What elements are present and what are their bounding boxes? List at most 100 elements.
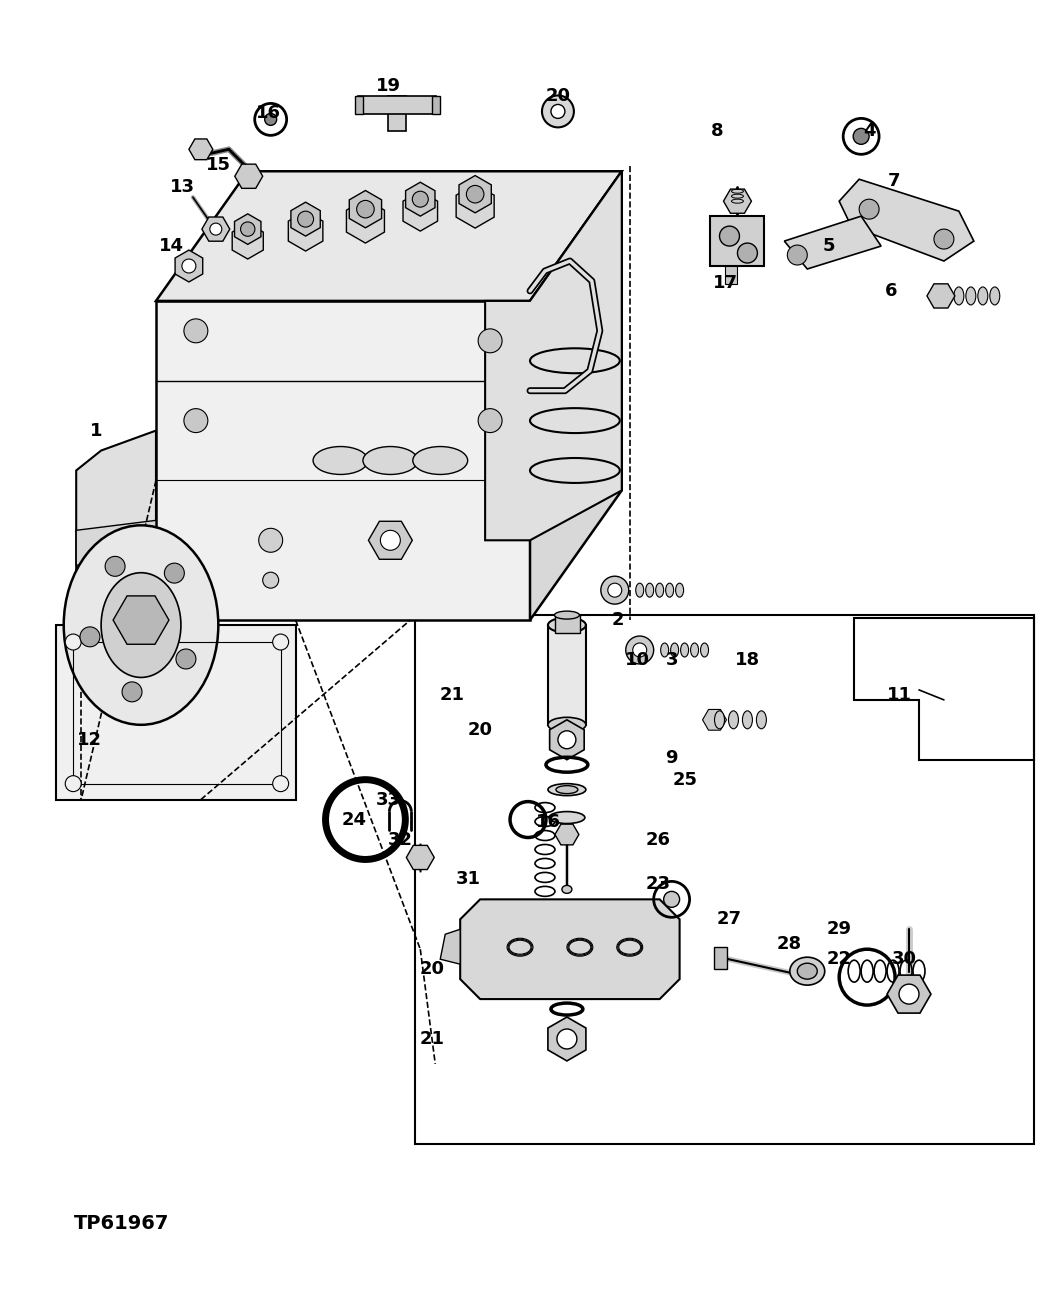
- Ellipse shape: [548, 617, 586, 633]
- Text: 1: 1: [90, 422, 102, 440]
- Polygon shape: [927, 284, 955, 309]
- Circle shape: [853, 129, 869, 145]
- Circle shape: [933, 229, 954, 249]
- Ellipse shape: [670, 643, 679, 658]
- Bar: [432, 96, 441, 115]
- Circle shape: [259, 529, 282, 552]
- Polygon shape: [235, 164, 262, 189]
- Text: 11: 11: [887, 686, 911, 704]
- Bar: [548, 625, 586, 725]
- Circle shape: [165, 564, 185, 583]
- Text: 10: 10: [626, 651, 650, 669]
- Polygon shape: [550, 720, 584, 759]
- Polygon shape: [369, 521, 412, 560]
- Polygon shape: [156, 301, 530, 620]
- Ellipse shape: [661, 643, 669, 658]
- Circle shape: [478, 329, 502, 353]
- Bar: [415, 615, 1033, 1143]
- Circle shape: [273, 634, 289, 650]
- Ellipse shape: [954, 286, 964, 305]
- Polygon shape: [156, 172, 621, 301]
- Ellipse shape: [363, 447, 417, 474]
- Polygon shape: [291, 202, 321, 236]
- Bar: [555, 615, 580, 633]
- Polygon shape: [887, 975, 931, 1013]
- Polygon shape: [548, 1017, 586, 1061]
- Circle shape: [122, 682, 142, 702]
- Text: 13: 13: [170, 178, 195, 197]
- Circle shape: [262, 572, 278, 589]
- Circle shape: [357, 201, 374, 217]
- Bar: [359, 96, 436, 115]
- Ellipse shape: [101, 573, 181, 677]
- Ellipse shape: [555, 785, 578, 794]
- Circle shape: [626, 637, 654, 664]
- Text: 12: 12: [76, 730, 102, 749]
- Circle shape: [607, 583, 621, 598]
- Ellipse shape: [554, 611, 580, 618]
- Polygon shape: [530, 172, 621, 620]
- Bar: [709, 216, 765, 266]
- Ellipse shape: [548, 784, 586, 796]
- Circle shape: [105, 556, 125, 577]
- Ellipse shape: [965, 286, 976, 305]
- Circle shape: [556, 1029, 577, 1049]
- Circle shape: [542, 95, 573, 128]
- Text: 31: 31: [456, 871, 481, 888]
- Text: 9: 9: [666, 749, 678, 767]
- Circle shape: [664, 892, 680, 907]
- Text: 3: 3: [666, 651, 678, 669]
- Circle shape: [633, 643, 647, 658]
- Ellipse shape: [549, 811, 585, 824]
- Text: 20: 20: [546, 87, 570, 105]
- Circle shape: [210, 223, 222, 236]
- Ellipse shape: [313, 447, 367, 474]
- Circle shape: [65, 776, 81, 792]
- Circle shape: [80, 626, 100, 647]
- Polygon shape: [460, 900, 680, 999]
- Text: 5: 5: [823, 237, 836, 255]
- Circle shape: [558, 730, 576, 749]
- Circle shape: [297, 211, 313, 227]
- Text: 20: 20: [419, 960, 445, 978]
- Circle shape: [264, 113, 277, 125]
- Text: 16: 16: [256, 104, 281, 122]
- Circle shape: [65, 634, 81, 650]
- Ellipse shape: [675, 583, 684, 598]
- Text: 30: 30: [891, 950, 917, 969]
- Bar: [389, 96, 407, 132]
- Text: 6: 6: [885, 283, 897, 299]
- Ellipse shape: [729, 711, 738, 729]
- Text: 26: 26: [646, 831, 670, 849]
- Bar: [73, 642, 280, 784]
- Polygon shape: [113, 596, 169, 644]
- Ellipse shape: [990, 286, 999, 305]
- Bar: [714, 948, 727, 969]
- Circle shape: [737, 243, 757, 263]
- Polygon shape: [233, 223, 263, 259]
- Ellipse shape: [64, 525, 219, 725]
- Text: 32: 32: [388, 831, 413, 849]
- Ellipse shape: [646, 583, 654, 598]
- Bar: [725, 266, 737, 284]
- Circle shape: [412, 191, 428, 207]
- Ellipse shape: [636, 583, 644, 598]
- Text: 4: 4: [862, 122, 875, 141]
- Polygon shape: [189, 139, 212, 160]
- Ellipse shape: [790, 957, 825, 986]
- Polygon shape: [457, 184, 494, 228]
- Polygon shape: [76, 521, 156, 565]
- Text: 18: 18: [735, 651, 760, 669]
- Circle shape: [184, 409, 208, 432]
- Circle shape: [273, 776, 289, 792]
- Polygon shape: [288, 211, 323, 251]
- Circle shape: [859, 199, 879, 219]
- Polygon shape: [175, 250, 203, 283]
- Circle shape: [380, 530, 400, 551]
- Text: 24: 24: [342, 811, 367, 828]
- Polygon shape: [485, 172, 621, 540]
- Circle shape: [900, 984, 919, 1004]
- Text: 23: 23: [646, 875, 670, 893]
- Polygon shape: [785, 216, 881, 270]
- Circle shape: [176, 648, 195, 669]
